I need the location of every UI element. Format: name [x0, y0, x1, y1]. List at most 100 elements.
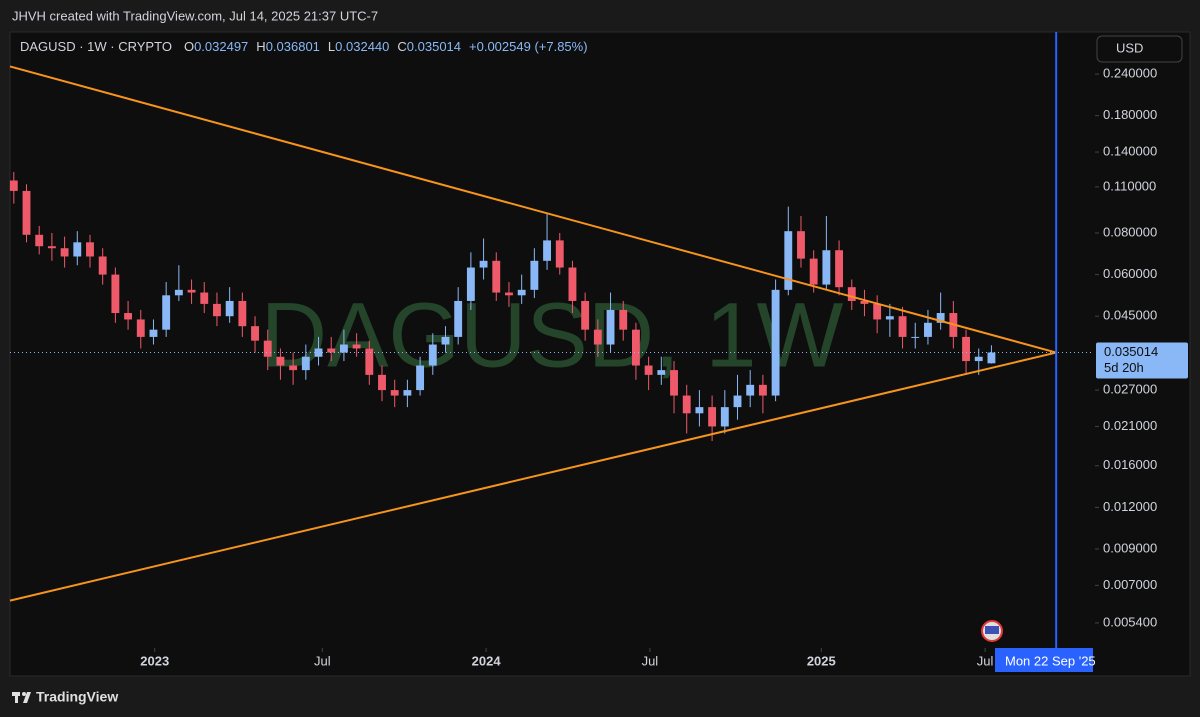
candle-body [657, 370, 666, 375]
candle-body [809, 258, 818, 285]
candle-body [162, 295, 171, 330]
legend-label: C [397, 39, 406, 54]
candle-body [987, 352, 996, 364]
logo-part [15, 692, 18, 703]
watermark: DAGUSD, 1W [261, 284, 844, 386]
candle-body [492, 260, 501, 293]
candle-body [251, 326, 259, 341]
price-label-box [1096, 342, 1188, 379]
candle-body [352, 344, 361, 349]
trendline [9, 351, 1057, 602]
candle-body [974, 356, 983, 362]
y-tick-label: 0.007000 [1103, 577, 1157, 592]
candle-body [708, 407, 717, 427]
candle-body [441, 336, 450, 345]
legend: DAGUSD · 1W · CRYPTO O0.032497 H0.036801 L0… [20, 39, 588, 54]
candle-body [365, 348, 374, 375]
legend-text: DAGUSD · 1W · CRYPTO O0.032497 H0.036801 L0… [20, 39, 588, 54]
flag-detail [985, 626, 999, 634]
y-tick-label: 0.021000 [1103, 418, 1157, 433]
currency: USD [1116, 40, 1143, 55]
candle-body [898, 316, 907, 337]
trendline [9, 65, 1057, 354]
candle-body [581, 300, 590, 330]
candle-body [936, 313, 945, 323]
candle-body [924, 322, 932, 337]
candle-body [22, 190, 31, 235]
countdown: 5d 20h [1104, 360, 1144, 375]
header: JHVH created with TradingView.com, Jul 1… [12, 8, 378, 23]
candle-body [505, 292, 513, 296]
candle-body [631, 329, 640, 366]
candle-body [35, 234, 44, 247]
candle-body [695, 407, 704, 414]
candle-body [847, 287, 856, 301]
candle-body [543, 240, 551, 261]
candle-body [225, 300, 234, 317]
candle-body [797, 231, 805, 259]
candle-body [9, 180, 18, 191]
candle-body [606, 309, 615, 345]
candle-body [416, 365, 425, 391]
candle-body [327, 348, 336, 353]
candle-body [136, 319, 145, 337]
candle-body [149, 329, 158, 337]
candle-body [301, 356, 310, 371]
candle-body [378, 374, 386, 391]
legend-value: 0.036801 [266, 39, 320, 54]
candle-body [390, 390, 399, 396]
candle-body [263, 340, 272, 357]
candle-body [60, 248, 69, 257]
candle-body [454, 300, 463, 337]
y-tick-label: 0.110000 [1103, 178, 1156, 193]
candle-body [98, 256, 107, 275]
y-tick-label: 0.016000 [1103, 457, 1157, 472]
candle-body [860, 300, 869, 304]
candle-body [758, 384, 767, 396]
legend-symbol: DAGUSD · 1W · CRYPTO [20, 39, 172, 54]
candle-body [124, 313, 133, 320]
x-tick-label: Jul [314, 653, 331, 668]
candle-body [885, 316, 894, 320]
candle-body [517, 289, 526, 296]
candle-body [466, 267, 475, 301]
candle-body [619, 309, 628, 330]
candle-body [276, 356, 285, 366]
logo [12, 692, 31, 703]
candle-body [187, 289, 196, 293]
y-tick-label: 0.012000 [1103, 499, 1157, 514]
x-tick-label: 2023 [140, 653, 169, 668]
candle-body [238, 300, 247, 327]
candle-body [73, 242, 82, 257]
legend-value: 0.032497 [194, 39, 248, 54]
y-tick-label: 0.240000 [1103, 66, 1157, 81]
x-tick-label: Jul [977, 653, 994, 668]
legend-label: O [184, 39, 194, 54]
candle-body [111, 274, 120, 314]
legend-value: 0.035014 [407, 39, 461, 54]
y-tick-label: 0.140000 [1103, 143, 1157, 158]
candle-body [835, 250, 844, 288]
candle-body [200, 292, 209, 304]
candle-body [644, 365, 653, 375]
candle-body [733, 395, 742, 408]
candle-body [784, 231, 793, 290]
x-tick-label: 2025 [807, 653, 836, 668]
y-tick-label: 0.180000 [1103, 107, 1157, 122]
candle-body [213, 303, 221, 317]
candle-body [720, 407, 729, 427]
legend-value: 0.032440 [335, 39, 389, 54]
y-tick-label: 0.027000 [1103, 382, 1157, 397]
candle-body [174, 289, 183, 296]
event-label-box [995, 648, 1093, 672]
logo-part [22, 692, 26, 696]
candle-body [555, 240, 564, 268]
legend-label: L [328, 39, 335, 54]
candle-body [289, 365, 298, 371]
y-tick-label: 0.045000 [1103, 308, 1157, 323]
candle-body [962, 336, 970, 362]
candle-body [428, 344, 437, 366]
candle-body [771, 289, 780, 396]
x-tick-label: 2024 [472, 653, 502, 668]
candle-body [822, 250, 831, 285]
